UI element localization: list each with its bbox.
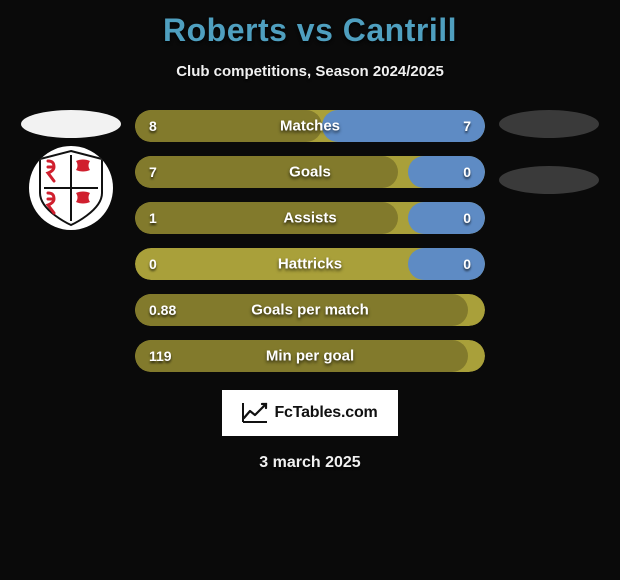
stat-label: Hattricks [278, 256, 342, 273]
stat-right-value: 0 [463, 210, 471, 226]
bar-right-fill [408, 248, 485, 280]
stat-label: Matches [280, 118, 340, 135]
stat-label: Goals [289, 164, 331, 181]
stat-left-value: 7 [149, 164, 157, 180]
stat-label: Min per goal [266, 348, 354, 365]
bar-right-fill [408, 156, 485, 188]
bar-left-fill [135, 202, 398, 234]
bar-right-fill [322, 110, 485, 142]
stat-left-value: 0.88 [149, 302, 176, 318]
stat-row: 0 0 Hattricks [135, 248, 485, 280]
stat-label: Assists [283, 210, 336, 227]
right-avatar-column [499, 110, 599, 194]
watermark-badge: FcTables.com [222, 390, 398, 436]
bar-left-fill [135, 156, 398, 188]
right-ellipse-placeholder-top [499, 110, 599, 138]
season-subtitle: Club competitions, Season 2024/2025 [176, 63, 444, 80]
stat-right-value: 0 [463, 164, 471, 180]
stat-right-value: 7 [463, 118, 471, 134]
content-area: 8 7 Matches 7 0 Goals 1 0 Assists 0 0 Hattricks 0.88… [0, 110, 620, 372]
comparison-bars: 8 7 Matches 7 0 Goals 1 0 Assists 0 0 Hattricks 0.88… [135, 110, 485, 372]
chart-icon [242, 402, 268, 424]
report-date: 3 march 2025 [259, 454, 360, 472]
stat-row: 0.88 Goals per match [135, 294, 485, 326]
stat-label: Goals per match [251, 302, 369, 319]
stat-left-value: 0 [149, 256, 157, 272]
stat-row: 8 7 Matches [135, 110, 485, 142]
stat-right-value: 0 [463, 256, 471, 272]
left-ellipse-placeholder [21, 110, 121, 138]
stat-left-value: 8 [149, 118, 157, 134]
bar-right-fill [408, 202, 485, 234]
club-crest-icon [29, 146, 113, 230]
page-title: Roberts vs Cantrill [163, 12, 457, 49]
stat-left-value: 1 [149, 210, 157, 226]
stat-row: 119 Min per goal [135, 340, 485, 372]
stat-row: 1 0 Assists [135, 202, 485, 234]
watermark-text: FcTables.com [274, 404, 377, 422]
stat-left-value: 119 [149, 348, 172, 364]
left-avatar-column [21, 110, 121, 230]
right-ellipse-placeholder-bottom [499, 166, 599, 194]
stat-row: 7 0 Goals [135, 156, 485, 188]
